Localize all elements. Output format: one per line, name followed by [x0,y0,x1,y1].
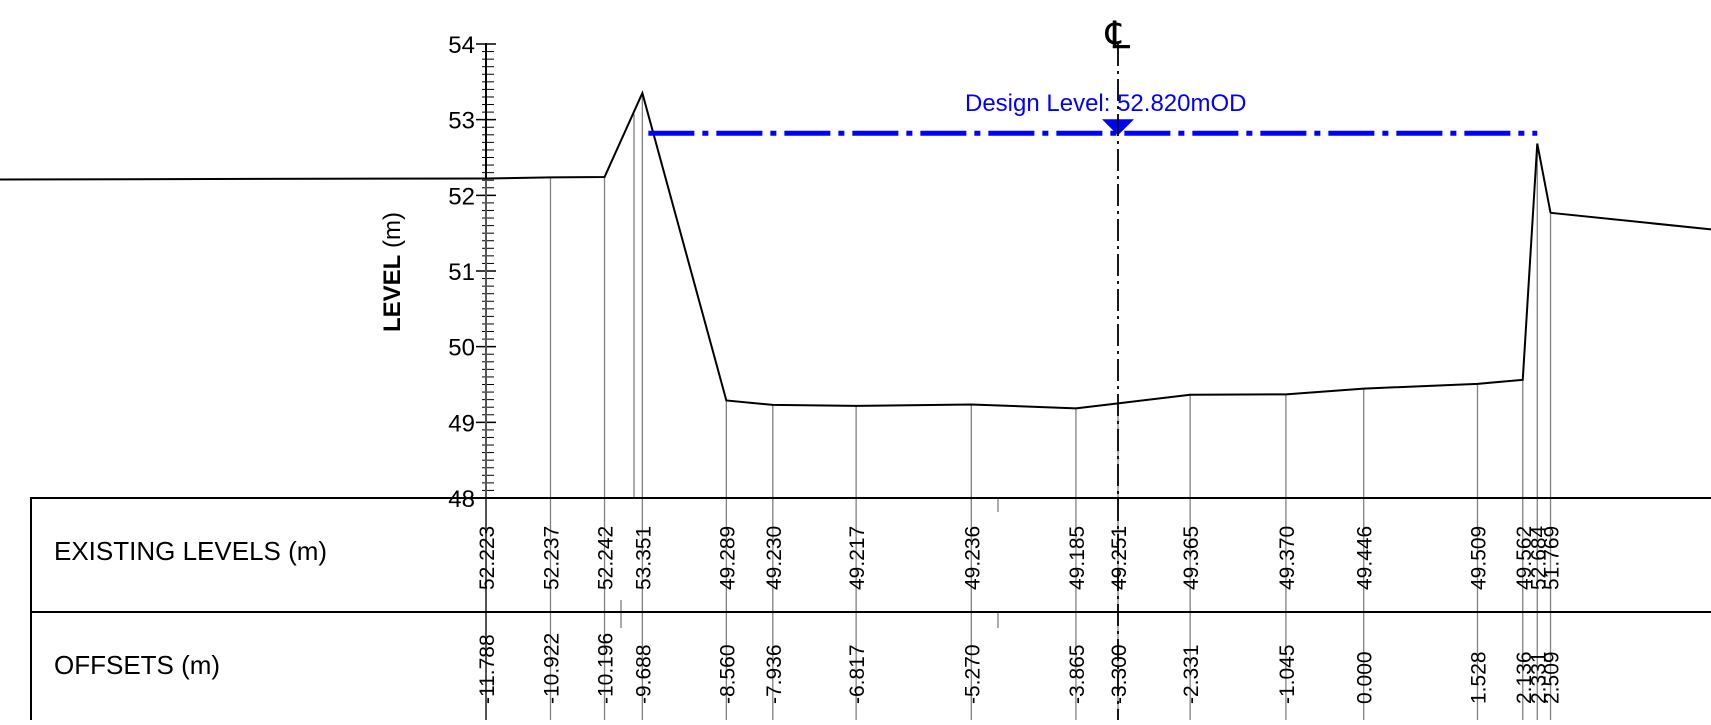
data-table: EXISTING LEVELS (m) OFFSETS (m) 52.223 52… [30,497,1711,720]
existing-level-labels: 52.223 52.237 52.242 53.351 49.289 49.230 49.2… [476,525,1564,590]
y-tick-label: 49 [448,410,475,437]
centerline-symbol: ℄ [1105,15,1131,57]
existing-level-label: 49.370 [1276,526,1299,590]
existing-level-label: 49.217 [846,526,869,590]
existing-level-label: 52.684 [1527,525,1550,590]
y-tick-label: 50 [448,335,475,362]
ground-profile-left-extension [0,177,487,181]
offset-label: -8.560 [716,644,739,704]
offset-label: 2.509 [1541,651,1564,704]
existing-level-label: 49.185 [1066,526,1089,590]
offset-label: 2.136 [1513,651,1536,704]
design-level-label: Design Level: 52.820mOD [965,90,1246,117]
offset-label: -5.270 [961,644,984,704]
offset-label: -10.196 [595,633,618,704]
y-tick-label: 51 [448,259,475,286]
offset-label: -1.045 [1276,644,1299,704]
existing-level-label: 52.223 [476,526,499,590]
y-tick-label: 48 [448,486,475,513]
y-axis-title-bold: LEVEL [379,255,406,332]
offset-label: -7.936 [763,644,786,704]
existing-level-label: 49.509 [1467,526,1490,590]
ground-profile-right-extension [1550,211,1711,231]
existing-level-label: 49.365 [1180,526,1203,590]
offset-label: -3.300 [1108,644,1131,704]
row-title-offsets: OFFSETS (m) [54,650,220,680]
existing-level-label: 49.230 [763,526,786,590]
offset-labels: -11.788 -10.922 -10.196 -9.688 -8.560 -7.936 -… [476,633,1564,704]
offset-label: 2.331 [1527,651,1550,704]
existing-level-label: 49.236 [961,526,984,590]
offset-label: -9.688 [632,644,655,704]
y-tick-label: 54 [448,32,475,59]
existing-level-label: 52.242 [595,526,618,590]
offset-label: 1.528 [1467,651,1490,704]
existing-level-label: 49.251 [1108,526,1131,590]
existing-level-label: 53.351 [632,526,655,590]
existing-level-label: 52.237 [540,526,563,590]
ground-profile-line [485,90,1552,410]
existing-level-label: 49.562 [1513,526,1536,590]
y-axis-title-unit: (m) [379,212,406,255]
row-title-existing-levels: EXISTING LEVELS (m) [54,536,327,566]
existing-level-label: 49.446 [1354,526,1377,590]
y-axis-title: LEVEL (m) [379,212,406,332]
offset-label: 0.000 [1354,651,1377,704]
offset-label: -10.922 [540,633,563,704]
offset-label: -6.817 [846,644,869,704]
y-tick-label: 52 [448,183,475,210]
offset-label: -11.788 [476,634,499,704]
offset-label: -2.331 [1180,644,1203,704]
drop-lines [485,93,1552,720]
existing-level-label: 49.289 [716,526,739,590]
y-tick-label: 53 [448,108,475,135]
existing-level-label: 51.769 [1541,526,1564,590]
offset-label: -3.865 [1066,644,1089,704]
